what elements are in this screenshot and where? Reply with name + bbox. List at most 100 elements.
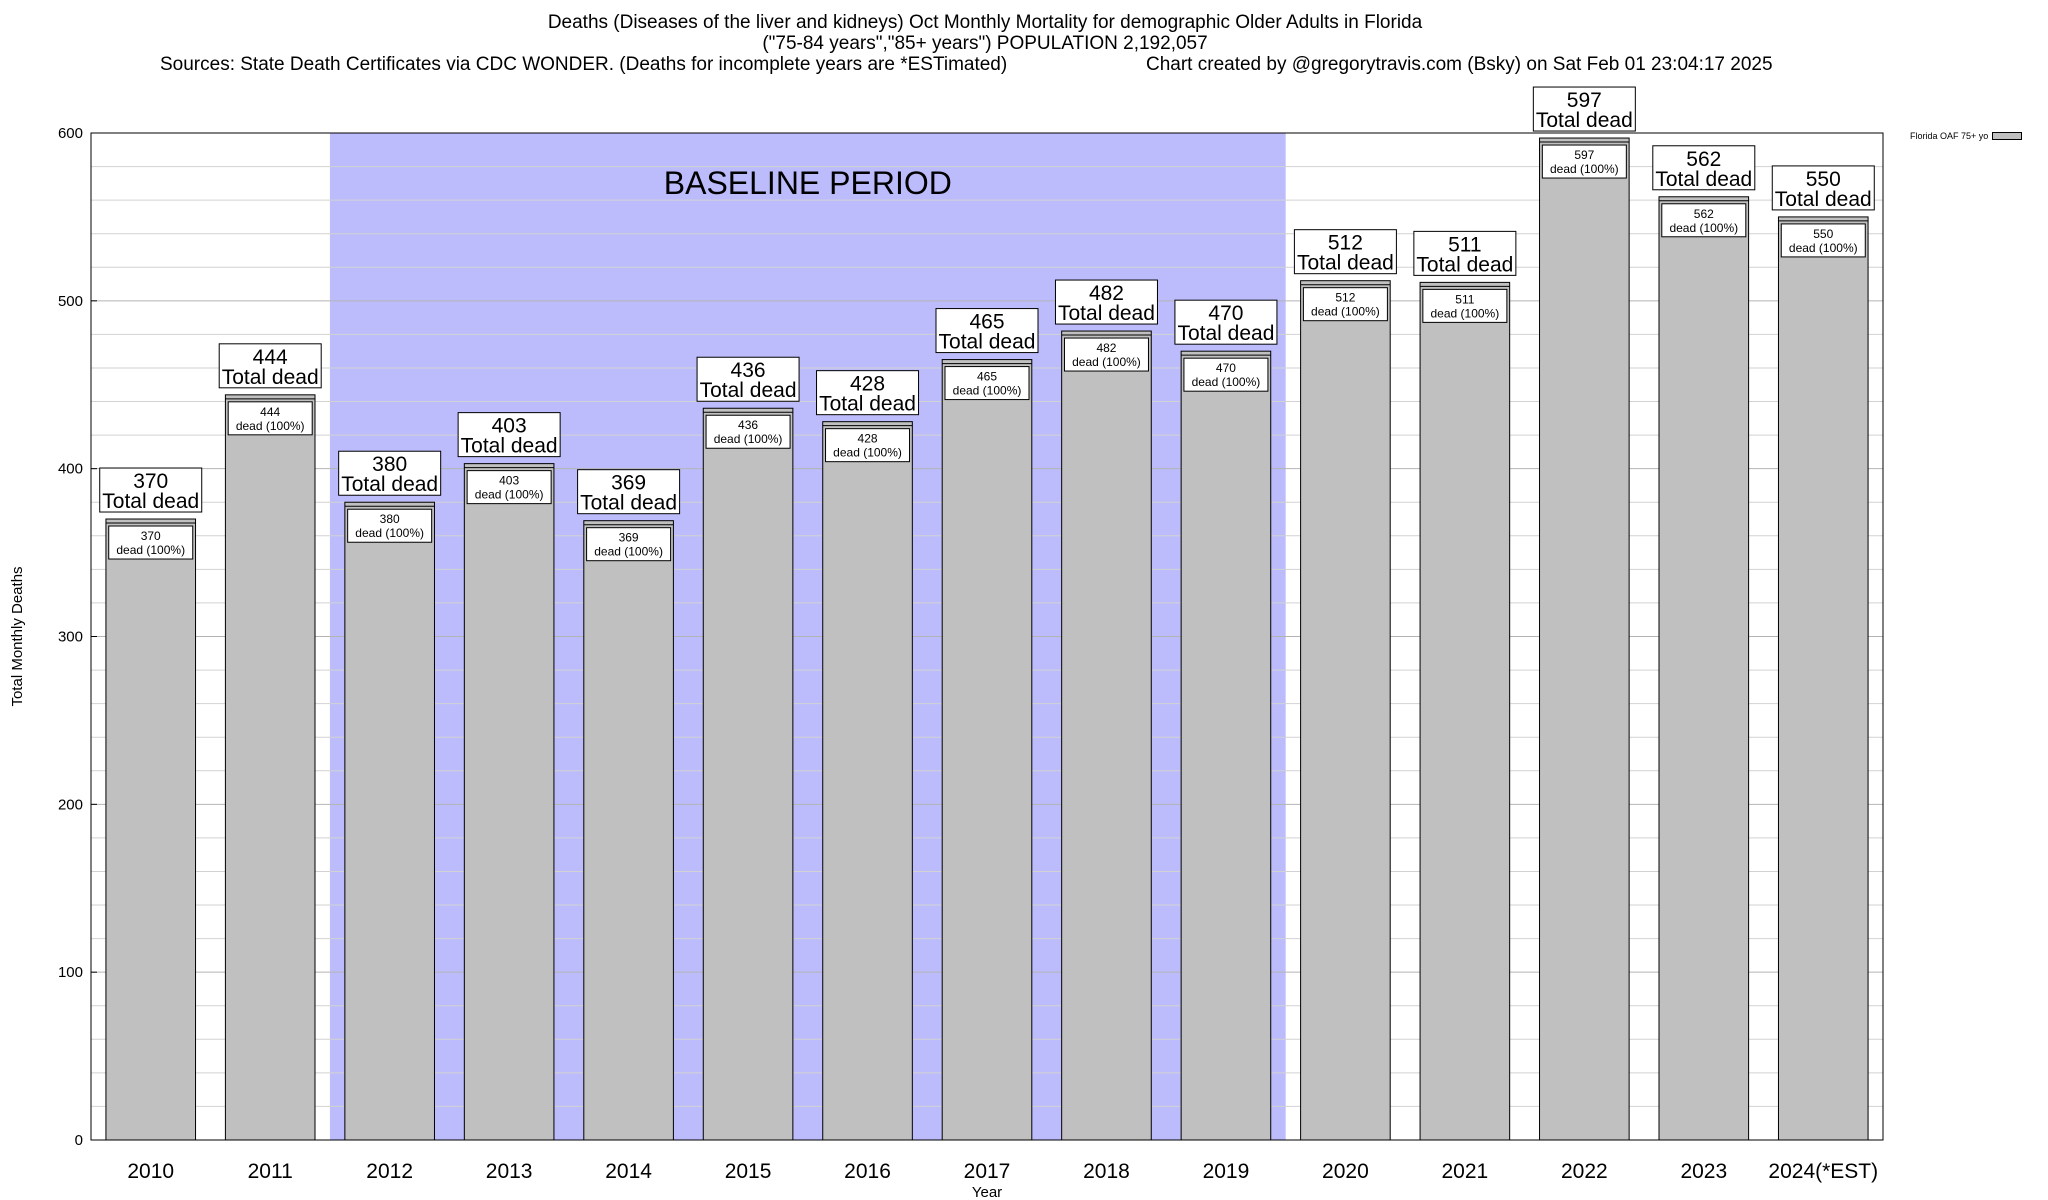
inner-label-value: 597 bbox=[1574, 148, 1594, 162]
inner-label-value: 482 bbox=[1096, 341, 1116, 355]
bar-group bbox=[1293, 229, 1397, 1141]
inner-label-text: dead (100%) bbox=[116, 543, 185, 557]
inner-label-box bbox=[825, 428, 911, 463]
inner-label-value: 470 bbox=[1216, 361, 1236, 375]
bar-group bbox=[1054, 279, 1158, 1141]
top-label-text: Total dead bbox=[1058, 302, 1155, 325]
top-label-value: 512 bbox=[1328, 232, 1363, 255]
baseline-period-label: BASELINE PERIOD bbox=[664, 165, 952, 201]
inner-label-value: 380 bbox=[380, 512, 400, 526]
x-axis-label: Year bbox=[972, 1184, 1002, 1200]
bar-group bbox=[935, 308, 1039, 1141]
inner-label-text: dead (100%) bbox=[1311, 305, 1380, 319]
top-label-box bbox=[1054, 279, 1158, 325]
top-label-value: 403 bbox=[492, 415, 527, 438]
top-label-text: Total dead bbox=[819, 393, 916, 416]
bar-group bbox=[99, 467, 203, 1141]
bar bbox=[1061, 330, 1152, 1141]
y-tick-label: 100 bbox=[58, 964, 83, 981]
inner-label-value: 370 bbox=[141, 529, 161, 543]
inner-label-text: dead (100%) bbox=[1550, 162, 1619, 176]
x-tick-label: 2010 bbox=[127, 1160, 174, 1183]
bar bbox=[1419, 281, 1511, 1141]
top-label-text: Total dead bbox=[461, 435, 558, 458]
top-label-text: Total dead bbox=[580, 492, 677, 515]
top-label-text: Total dead bbox=[1177, 322, 1274, 345]
y-axis-label: Total Monthly Deaths bbox=[9, 566, 26, 706]
title-line-1: Deaths (Diseases of the liver and kidney… bbox=[547, 12, 1423, 33]
bar-group bbox=[577, 469, 681, 1141]
bar bbox=[822, 421, 913, 1141]
bar-group bbox=[816, 370, 920, 1141]
inner-label-box bbox=[227, 401, 313, 436]
top-label-text: Total dead bbox=[341, 473, 438, 496]
top-label-text: Total dead bbox=[700, 379, 797, 402]
top-label-box bbox=[1771, 165, 1875, 211]
inner-label-text: dead (100%) bbox=[355, 526, 424, 540]
top-label-value: 369 bbox=[611, 472, 646, 495]
inner-label-text: dead (100%) bbox=[714, 432, 783, 446]
y-tick-label: 400 bbox=[58, 461, 83, 478]
top-label-box bbox=[1293, 229, 1397, 275]
bar bbox=[583, 520, 674, 1141]
x-tick-label: 2011 bbox=[248, 1160, 293, 1183]
top-label-value: 511 bbox=[1448, 233, 1481, 256]
x-tick-label: 2014 bbox=[605, 1160, 652, 1183]
x-tick-label: 2023 bbox=[1680, 1160, 1727, 1183]
top-label-value: 562 bbox=[1686, 148, 1721, 171]
inner-label-text: dead (100%) bbox=[953, 384, 1022, 398]
x-tick-label: 2018 bbox=[1083, 1160, 1130, 1183]
inner-label-box bbox=[347, 508, 433, 543]
bar bbox=[1180, 350, 1272, 1141]
bar-group bbox=[218, 343, 322, 1141]
inner-label-value: 562 bbox=[1694, 207, 1714, 221]
top-label-box bbox=[577, 469, 681, 515]
top-label-value: 597 bbox=[1567, 89, 1602, 112]
top-label-box bbox=[1532, 86, 1636, 132]
x-tick-label: 2020 bbox=[1322, 1160, 1369, 1183]
legend-label: Florida OAF 75+ yo bbox=[1910, 131, 1989, 141]
bar-group bbox=[1174, 299, 1278, 1141]
inner-label-box bbox=[1422, 288, 1508, 323]
top-label-value: 550 bbox=[1806, 168, 1841, 191]
y-tick-label: 300 bbox=[58, 629, 83, 646]
bar bbox=[1658, 196, 1750, 1141]
top-label-value: 444 bbox=[253, 346, 288, 369]
bar bbox=[1777, 216, 1869, 1141]
y-tick-label: 200 bbox=[58, 796, 83, 813]
top-label-text: Total dead bbox=[1416, 253, 1513, 276]
inner-label-value: 444 bbox=[260, 405, 280, 419]
top-label-box bbox=[1652, 145, 1756, 191]
top-label-text: Total dead bbox=[1655, 168, 1752, 191]
bar bbox=[941, 359, 1033, 1141]
inner-label-text: dead (100%) bbox=[594, 545, 663, 559]
top-label-box bbox=[935, 308, 1039, 354]
x-tick-label: 2013 bbox=[486, 1160, 533, 1183]
top-label-box bbox=[816, 370, 920, 416]
y-tick-label: 0 bbox=[75, 1132, 83, 1149]
inner-label-box bbox=[1780, 223, 1866, 258]
inner-label-box bbox=[1063, 337, 1149, 372]
top-label-text: Total dead bbox=[1775, 188, 1872, 211]
top-label-value: 465 bbox=[969, 311, 1004, 334]
y-tick-label: 600 bbox=[58, 125, 83, 142]
bar bbox=[463, 463, 555, 1141]
top-label-text: Total dead bbox=[939, 331, 1036, 354]
top-label-box bbox=[696, 356, 800, 402]
top-label-text: Total dead bbox=[222, 366, 319, 389]
inner-label-text: dead (100%) bbox=[1192, 375, 1261, 389]
bar-group bbox=[1532, 86, 1636, 1141]
bar-group bbox=[696, 356, 800, 1141]
x-tick-label: 2024(*EST) bbox=[1768, 1160, 1878, 1183]
top-label-box bbox=[99, 467, 203, 513]
top-label-box bbox=[218, 343, 322, 389]
top-label-text: Total dead bbox=[1297, 252, 1394, 275]
top-label-value: 370 bbox=[133, 470, 168, 493]
top-label-value: 482 bbox=[1089, 282, 1124, 305]
chart-title: Deaths (Diseases of the liver and kidney… bbox=[0, 12, 1970, 54]
top-label-value: 470 bbox=[1208, 302, 1243, 325]
bar-group bbox=[457, 412, 561, 1141]
inner-label-box bbox=[586, 527, 672, 562]
inner-label-box bbox=[705, 414, 791, 449]
